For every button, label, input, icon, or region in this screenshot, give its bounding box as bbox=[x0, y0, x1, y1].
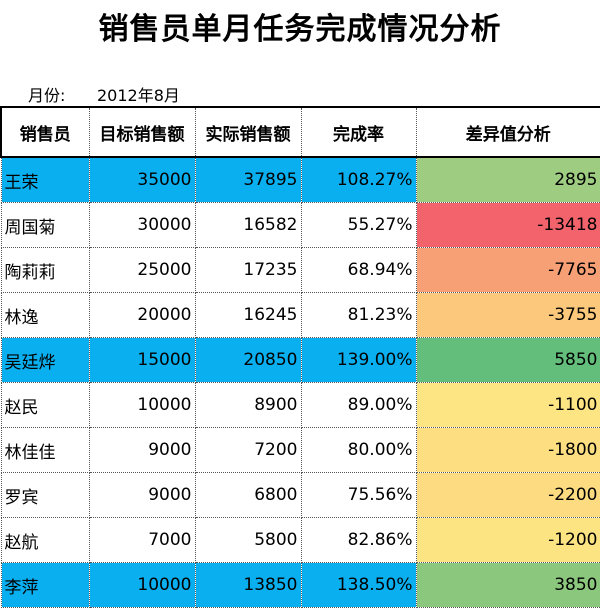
actual-sales-cell: 17235 bbox=[194, 247, 302, 293]
actual-sales-cell: 7200 bbox=[194, 427, 302, 473]
actual-sales-cell: 5800 bbox=[194, 517, 302, 563]
header-target-sales: 目标销售额 bbox=[88, 106, 196, 158]
target-sales-cell: 7000 bbox=[88, 517, 196, 563]
table-row: 李萍 10000 13850 138.50% 3850 bbox=[0, 562, 600, 608]
month-label: 月份: bbox=[28, 86, 66, 105]
salesperson-cell: 王荣 bbox=[0, 156, 90, 203]
completion-rate-cell: 89.00% bbox=[300, 382, 417, 428]
table-row: 林逸 20000 16245 81.23% -3755 bbox=[0, 292, 600, 338]
target-sales-cell: 15000 bbox=[88, 337, 196, 383]
actual-sales-cell: 16245 bbox=[194, 292, 302, 338]
actual-sales-cell: 13850 bbox=[194, 562, 302, 608]
completion-rate-cell: 138.50% bbox=[300, 562, 417, 608]
target-sales-cell: 10000 bbox=[88, 562, 196, 608]
difference-cell: -3755 bbox=[415, 292, 600, 338]
difference-cell: 3850 bbox=[415, 562, 600, 608]
target-sales-cell: 25000 bbox=[88, 247, 196, 293]
sales-table: 销售员 目标销售额 实际销售额 完成率 差异值分析 王荣 35000 37895 10… bbox=[0, 106, 600, 608]
completion-rate-cell: 139.00% bbox=[300, 337, 417, 383]
difference-cell: -7765 bbox=[415, 247, 600, 293]
table-row: 林佳佳 9000 7200 80.00% -1800 bbox=[0, 427, 600, 473]
table-row: 吴廷烨 15000 20850 139.00% 5850 bbox=[0, 337, 600, 383]
table-row: 周国菊 30000 16582 55.27% -13418 bbox=[0, 202, 600, 248]
table-row: 赵航 7000 5800 82.86% -1200 bbox=[0, 517, 600, 563]
salesperson-cell: 陶莉莉 bbox=[0, 247, 90, 293]
salesperson-cell: 林佳佳 bbox=[0, 427, 90, 473]
header-actual-sales: 实际销售额 bbox=[194, 106, 302, 158]
page-title: 销售员单月任务完成情况分析 bbox=[98, 12, 502, 47]
salesperson-cell: 吴廷烨 bbox=[0, 337, 90, 383]
header-completion-rate: 完成率 bbox=[300, 106, 417, 158]
difference-cell: -2200 bbox=[415, 472, 600, 518]
actual-sales-cell: 6800 bbox=[194, 472, 302, 518]
completion-rate-cell: 80.00% bbox=[300, 427, 417, 473]
salesperson-cell: 赵民 bbox=[0, 382, 90, 428]
table-row: 罗宾 9000 6800 75.56% -2200 bbox=[0, 472, 600, 518]
table-row: 赵民 10000 8900 89.00% -1100 bbox=[0, 382, 600, 428]
salesperson-cell: 李萍 bbox=[0, 562, 90, 608]
header-row: 销售员 目标销售额 实际销售额 完成率 差异值分析 bbox=[0, 106, 600, 158]
salesperson-cell: 罗宾 bbox=[0, 472, 90, 518]
target-sales-cell: 9000 bbox=[88, 427, 196, 473]
salesperson-cell: 周国菊 bbox=[0, 202, 90, 248]
actual-sales-cell: 20850 bbox=[194, 337, 302, 383]
salesperson-cell: 赵航 bbox=[0, 517, 90, 563]
difference-cell: 5850 bbox=[415, 337, 600, 383]
actual-sales-cell: 37895 bbox=[194, 156, 302, 203]
header-difference-analysis: 差异值分析 bbox=[415, 106, 600, 158]
table-row: 陶莉莉 25000 17235 68.94% -7765 bbox=[0, 247, 600, 293]
difference-cell: -1800 bbox=[415, 427, 600, 473]
target-sales-cell: 30000 bbox=[88, 202, 196, 248]
month-value: 2012年8月 bbox=[97, 86, 180, 105]
completion-rate-cell: 82.86% bbox=[300, 517, 417, 563]
actual-sales-cell: 8900 bbox=[194, 382, 302, 428]
salesperson-cell: 林逸 bbox=[0, 292, 90, 338]
target-sales-cell: 9000 bbox=[88, 472, 196, 518]
difference-cell: -1100 bbox=[415, 382, 600, 428]
difference-cell: 2895 bbox=[415, 156, 600, 203]
target-sales-cell: 20000 bbox=[88, 292, 196, 338]
completion-rate-cell: 55.27% bbox=[300, 202, 417, 248]
difference-cell: -13418 bbox=[415, 202, 600, 248]
header-salesperson: 销售员 bbox=[0, 106, 90, 158]
table-row: 王荣 35000 37895 108.27% 2895 bbox=[0, 156, 600, 203]
completion-rate-cell: 75.56% bbox=[300, 472, 417, 518]
target-sales-cell: 10000 bbox=[88, 382, 196, 428]
difference-cell: -1200 bbox=[415, 517, 600, 563]
completion-rate-cell: 81.23% bbox=[300, 292, 417, 338]
completion-rate-cell: 68.94% bbox=[300, 247, 417, 293]
completion-rate-cell: 108.27% bbox=[300, 156, 417, 203]
target-sales-cell: 35000 bbox=[88, 156, 196, 203]
month-row: 月份: 2012年8月 bbox=[0, 80, 600, 105]
actual-sales-cell: 16582 bbox=[194, 202, 302, 248]
